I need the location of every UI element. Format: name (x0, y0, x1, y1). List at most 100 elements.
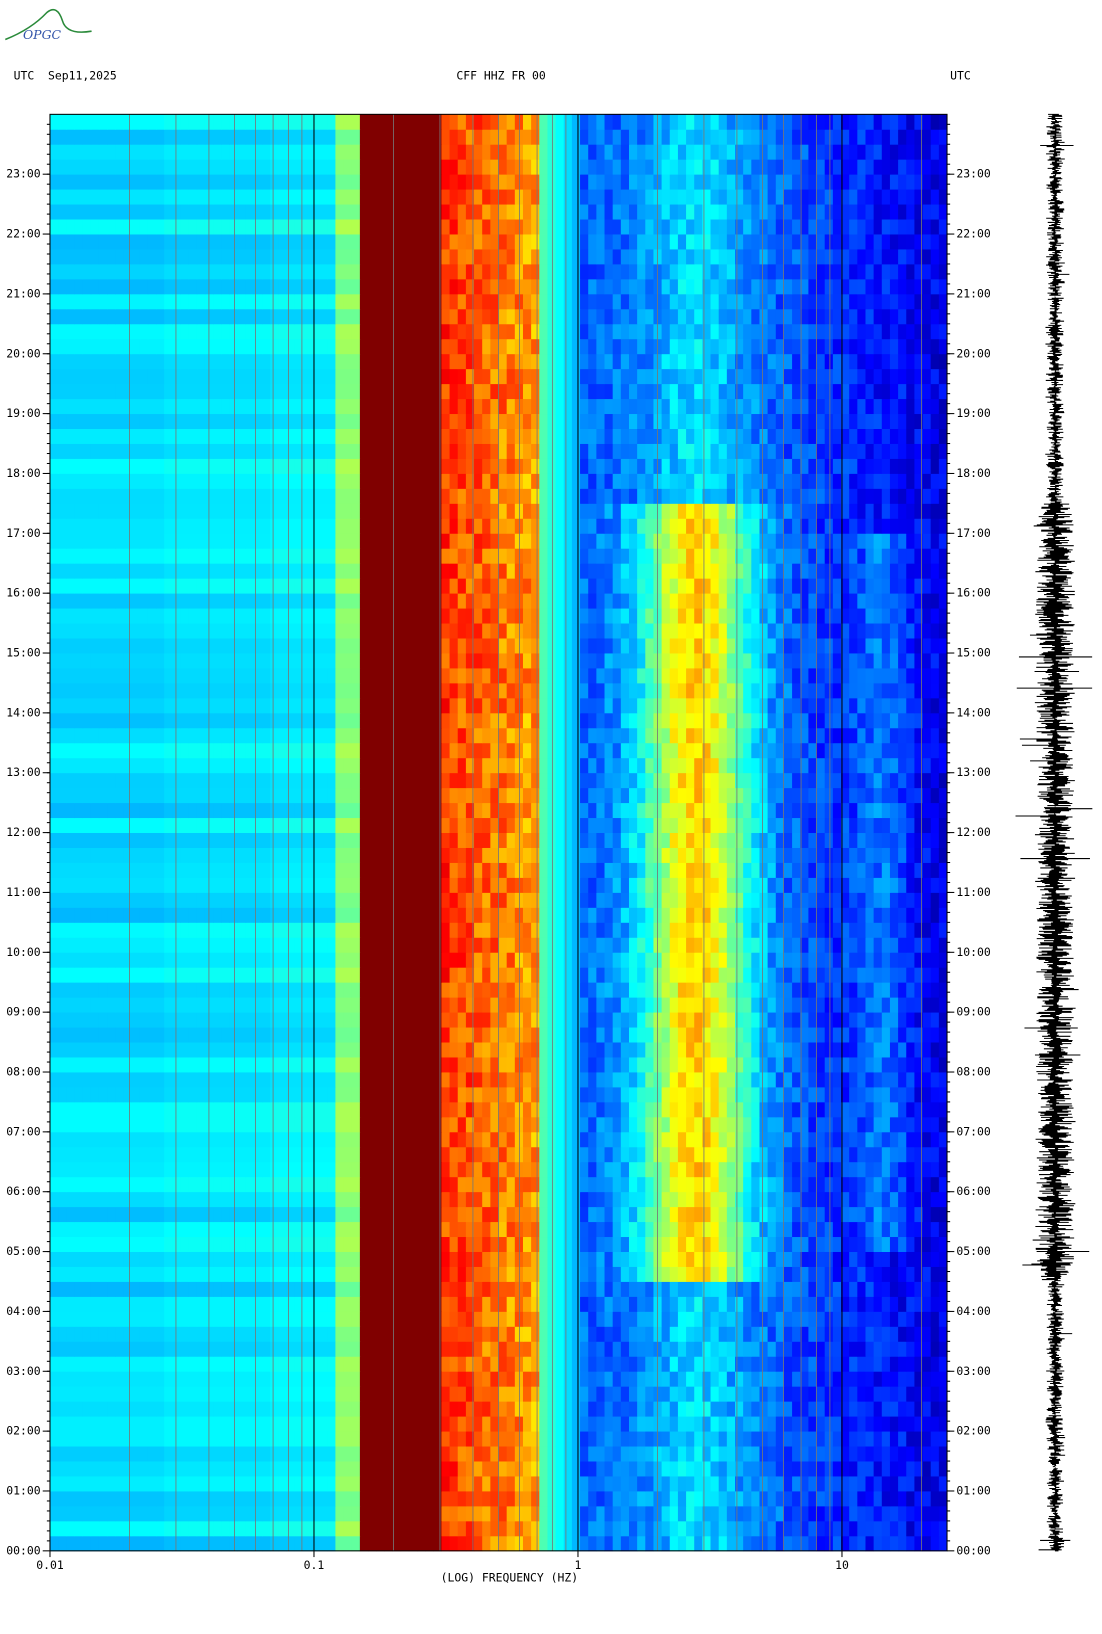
heat-cell (343, 877, 353, 893)
heat-cell (759, 967, 769, 983)
heat-cell (213, 1131, 222, 1148)
heat-cell (74, 1356, 84, 1372)
heat-cell (82, 937, 92, 953)
heat-cell (580, 892, 589, 908)
heat-cell (604, 967, 614, 983)
heat-cell (172, 1311, 181, 1327)
heat-cell (857, 1206, 866, 1223)
heat-cell (164, 1131, 173, 1148)
heat-cell (620, 1146, 630, 1163)
heat-cell (522, 997, 532, 1013)
heat-cell (302, 1386, 312, 1402)
heat-cell (522, 982, 532, 998)
heat-cell (319, 982, 328, 998)
heat-cell (245, 1490, 255, 1507)
heat-cell (873, 1146, 883, 1163)
heat-cell (539, 1520, 548, 1537)
heat-cell (90, 1386, 100, 1402)
heat-cell (368, 1131, 377, 1148)
heat-cell (735, 1386, 744, 1402)
heat-cell (164, 967, 173, 983)
heat-cell (131, 862, 141, 878)
heat-cell (702, 1535, 711, 1552)
heat-cell (237, 937, 247, 953)
heat-cell (465, 1281, 475, 1297)
heat-cell (531, 1042, 540, 1058)
heat-cell (98, 1086, 108, 1103)
heat-cell (669, 967, 679, 983)
heat-cell (841, 1490, 850, 1507)
heat-cell (539, 1341, 548, 1357)
heat-cell (539, 1086, 548, 1103)
heat-cell (824, 1476, 834, 1492)
heat-cell (792, 1266, 801, 1282)
heat-cell (881, 1281, 891, 1297)
heat-cell (506, 1057, 516, 1073)
heat-cell (457, 1520, 467, 1537)
heat-cell (66, 862, 75, 878)
heat-cell (49, 1012, 59, 1028)
heat-cell (156, 997, 165, 1013)
heat-cell (702, 937, 711, 953)
heat-cell (286, 1416, 296, 1432)
heat-cell (620, 1446, 630, 1462)
heat-cell (792, 1476, 801, 1492)
heat-cell (449, 1027, 459, 1043)
heat-cell (645, 1012, 654, 1028)
heat-cell (376, 1176, 385, 1193)
heat-cell (906, 1206, 915, 1223)
heat-cell (115, 1131, 124, 1148)
heat-cell (433, 1446, 442, 1462)
heat-cell (115, 877, 124, 893)
heat-cell (539, 1311, 548, 1327)
heat-cell (588, 1206, 597, 1223)
heat-cell (808, 1416, 817, 1432)
heat-cell (147, 1281, 157, 1297)
heat-cell (359, 1131, 369, 1148)
heat-cell (457, 1505, 467, 1522)
heat-cell (49, 1371, 59, 1387)
heat-cell (433, 1072, 442, 1088)
heat-cell (783, 1311, 793, 1327)
heat-cell (392, 1341, 402, 1357)
heat-cell (270, 1476, 279, 1492)
heat-cell (783, 1101, 793, 1118)
heat-cell (873, 1191, 883, 1208)
heat-cell (156, 1221, 165, 1238)
heat-cell (889, 967, 899, 983)
heat-cell (123, 1356, 132, 1372)
heat-cell (351, 1042, 361, 1058)
heat-cell (898, 1161, 907, 1178)
heat-cell (229, 1356, 238, 1372)
heat-cell (596, 982, 605, 998)
heat-cell (865, 967, 875, 983)
heat-cell (930, 1386, 940, 1402)
heat-cell (938, 1505, 948, 1522)
heat-cell (131, 1535, 141, 1552)
heat-cell (906, 1535, 915, 1552)
heat-cell (359, 1206, 369, 1223)
heat-cell (849, 1461, 858, 1477)
heat-cell (441, 1446, 450, 1462)
heat-cell (294, 1221, 304, 1238)
heat-cell (139, 1311, 149, 1327)
heat-cell (841, 1086, 850, 1103)
heat-cell (278, 1161, 287, 1178)
heat-cell (873, 1416, 883, 1432)
heat-cell (229, 1176, 238, 1193)
heat-cell (221, 1266, 230, 1282)
heat-cell (832, 997, 842, 1013)
heat-cell (66, 1371, 75, 1387)
heat-cell (474, 1057, 483, 1073)
heat-cell (253, 1072, 263, 1088)
title-right: UTC (950, 68, 971, 82)
heat-cell (457, 997, 467, 1013)
heat-cell (392, 1446, 402, 1462)
heat-cell (710, 892, 720, 908)
heat-cell (139, 1116, 149, 1133)
heat-cell (547, 1206, 557, 1223)
heat-cell (482, 1476, 491, 1492)
heat-cell (808, 1401, 817, 1417)
heat-cell (637, 1446, 646, 1462)
heat-cell (832, 1012, 842, 1028)
